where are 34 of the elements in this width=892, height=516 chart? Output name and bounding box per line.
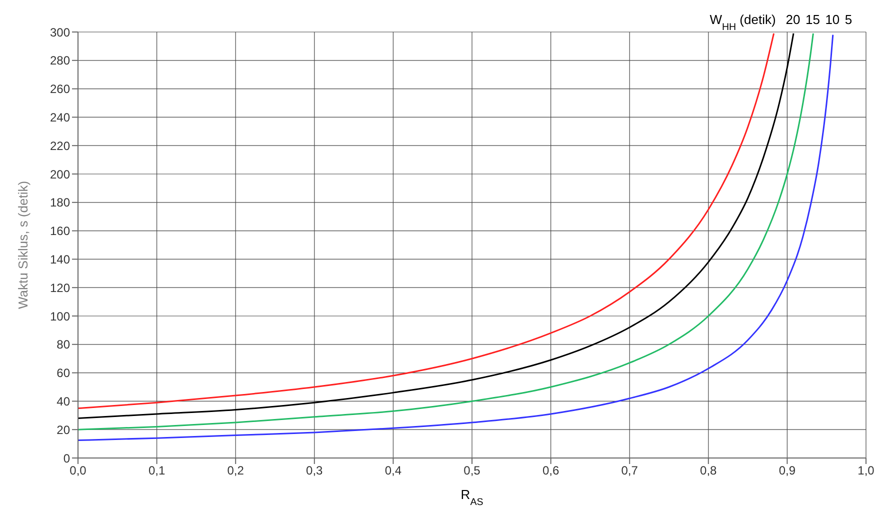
- x-tick-label: 0,9: [778, 464, 796, 478]
- x-tick-label: 0,7: [621, 464, 638, 478]
- y-tick-label: 280: [50, 54, 70, 68]
- series-label: 5: [844, 12, 852, 27]
- y-tick-label: 100: [50, 309, 70, 324]
- y-tick-label: 180: [50, 196, 70, 210]
- x-axis-title: R$_{AS}$: [460, 487, 484, 508]
- y-tick-label: 40: [56, 394, 70, 408]
- y-tick-label: 260: [50, 82, 70, 96]
- x-tick-label: 0,0: [70, 464, 87, 478]
- x-tick-label: 1,0: [858, 464, 875, 478]
- x-tick-label: 0,6: [542, 464, 560, 478]
- series-label: 15: [806, 12, 820, 27]
- y-tick-label: 160: [50, 224, 70, 238]
- x-tick-label: 0,8: [700, 464, 718, 478]
- series-label: 20: [786, 12, 800, 27]
- y-tick-label: 80: [56, 338, 70, 352]
- y-tick-label: 120: [50, 280, 70, 295]
- y-tick-label: 220: [50, 138, 70, 153]
- x-tick-label: 0,1: [148, 464, 166, 478]
- legend-title: W$_{HH}$ (detik): [710, 12, 776, 32]
- y-tick-label: 140: [50, 252, 70, 266]
- x-tick-label: 0,4: [384, 464, 402, 478]
- x-tick-label: 0,5: [464, 464, 481, 478]
- y-tick-label: 0: [63, 451, 70, 466]
- x-tick-label: 0,3: [306, 464, 324, 478]
- y-tick-label: 240: [50, 110, 70, 124]
- x-tick-label: 0,2: [227, 464, 244, 478]
- y-tick-label: 200: [50, 167, 70, 182]
- y-tick-label: 60: [56, 366, 70, 380]
- series-label: 10: [825, 12, 840, 27]
- y-tick-label: 20: [56, 422, 70, 437]
- y-tick-label: 300: [50, 25, 70, 40]
- y-axis-title: Waktu Siklus, s (detik): [16, 180, 31, 310]
